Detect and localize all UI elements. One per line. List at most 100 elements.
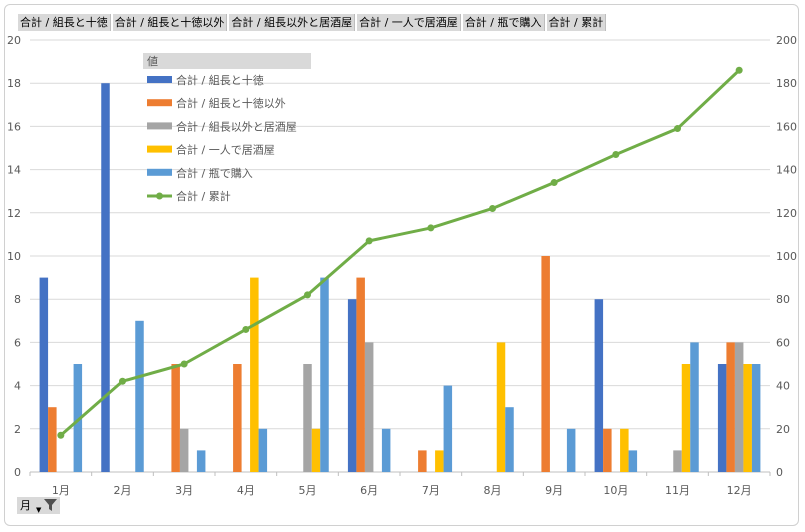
- legend-entry-label: 合計 / 一人で居酒屋: [176, 143, 275, 157]
- y-right-tick-label: 20: [776, 423, 790, 436]
- bar: [320, 277, 329, 472]
- y-right-tick-label: 0: [776, 466, 783, 479]
- legend-entry-label: 合計 / 累計: [176, 189, 231, 203]
- y-axis-left: 0 2 4 6 8 10 12 14 16 18 20: [7, 34, 21, 479]
- x-tick-label: 4月: [237, 484, 255, 497]
- field-button-kumicho-jittoku-igai[interactable]: 合計 / 組長と十徳以外: [112, 14, 228, 31]
- bar: [303, 364, 312, 472]
- bar: [381, 428, 391, 472]
- y-right-tick-label: 40: [776, 380, 790, 393]
- bar: [364, 342, 374, 472]
- x-tick-label: 3月: [175, 484, 193, 497]
- field-button-hitori-izakaya[interactable]: 合計 / 一人で居酒屋: [357, 14, 461, 31]
- line-point: [674, 125, 681, 133]
- bar: [743, 364, 752, 472]
- legend-title: 値: [147, 55, 158, 68]
- line-point: [489, 204, 496, 212]
- y-right-tick-label: 100: [776, 250, 797, 263]
- bar: [496, 342, 506, 472]
- x-tick-label: 2月: [114, 484, 132, 497]
- dropdown-arrow-icon: ▼: [36, 506, 42, 514]
- line-point: [57, 431, 65, 439]
- legend-entry-label: 合計 / 組長と十徳以外: [176, 96, 286, 110]
- x-axis: 1月 2月 3月 4月 5月 6月 7月 8月 9月 10月 11月 12月: [29, 472, 771, 497]
- line-point: [612, 150, 620, 158]
- bar: [39, 277, 49, 472]
- bar: [179, 428, 189, 472]
- y-right-tick-label: 140: [776, 164, 797, 177]
- bar: [594, 299, 604, 472]
- bar: [603, 428, 612, 472]
- x-tick-label: 5月: [299, 484, 317, 497]
- bar: [233, 364, 242, 472]
- legend-swatch: [147, 76, 172, 83]
- bar: [681, 364, 691, 472]
- line-point: [242, 325, 250, 333]
- bar: [751, 364, 761, 472]
- y-right-tick-label: 180: [776, 77, 797, 90]
- y-left-tick-label: 10: [7, 250, 21, 263]
- field-button-kumicho-igai-izakaya[interactable]: 合計 / 組長以外と居酒屋: [229, 14, 356, 31]
- y-left-tick-label: 16: [7, 120, 21, 133]
- bar: [135, 320, 144, 472]
- bar: [258, 428, 268, 472]
- axis-field-label: 月: [20, 499, 31, 512]
- x-tick-label: 11月: [665, 484, 690, 497]
- bar: [673, 450, 682, 472]
- field-button-kumicho-jittoku[interactable]: 合計 / 組長と十徳: [18, 14, 111, 31]
- line-point: [304, 291, 311, 299]
- legend-title-bar: [143, 53, 311, 69]
- month-axis-field-button[interactable]: 月 ▼: [17, 497, 60, 514]
- bar: [73, 364, 83, 472]
- line-point: [119, 377, 126, 385]
- legend-swatch: [147, 145, 172, 153]
- line-point: [180, 360, 188, 368]
- bar: [690, 342, 699, 472]
- bar: [734, 342, 744, 472]
- y-left-tick-label: 6: [14, 336, 21, 349]
- line-point: [365, 237, 373, 245]
- value-field-buttons: 合計 / 組長と十徳 合計 / 組長と十徳以外 合計 / 組長以外と居酒屋 合計…: [18, 14, 607, 31]
- field-button-ruikei[interactable]: 合計 / 累計: [546, 14, 607, 31]
- bar: [443, 385, 453, 472]
- field-button-bin-konyu[interactable]: 合計 / 瓶で購入: [462, 14, 545, 31]
- x-tick-label: 10月: [603, 484, 628, 497]
- y-right-tick-label: 120: [776, 207, 797, 220]
- line-point: [427, 224, 435, 232]
- line-point: [735, 66, 743, 74]
- bar: [171, 364, 180, 472]
- bar-series: [39, 83, 761, 472]
- x-tick-label: 9月: [545, 484, 563, 497]
- y-left-tick-label: 2: [14, 423, 21, 436]
- y-right-tick-label: 200: [776, 34, 797, 47]
- y-left-tick-label: 0: [14, 466, 21, 479]
- y-left-tick-label: 14: [7, 164, 21, 177]
- bar: [726, 342, 735, 472]
- y-left-tick-label: 12: [7, 207, 21, 220]
- x-tick-label: 1月: [52, 484, 70, 497]
- y-left-tick-label: 8: [14, 293, 21, 306]
- legend-swatch: [147, 122, 172, 130]
- bar: [717, 364, 727, 472]
- bar: [435, 450, 444, 472]
- legend-swatch: [147, 99, 172, 107]
- cumulative-line: [59, 69, 741, 437]
- y-right-tick-label: 60: [776, 336, 790, 349]
- bar: [250, 277, 259, 472]
- bar: [418, 450, 427, 472]
- bar: [356, 277, 365, 472]
- bar: [196, 450, 206, 472]
- legend-entry-label: 合計 / 組長以外と居酒屋: [176, 119, 297, 133]
- bar: [628, 450, 638, 472]
- bar: [505, 407, 514, 472]
- filter-funnel-icon: [44, 499, 57, 511]
- y-axis-right: 0 20 40 60 80 100 120 140 160 180 200: [776, 34, 797, 479]
- y-left-tick-label: 20: [7, 34, 21, 47]
- legend-entry-label: 合計 / 瓶で購入: [176, 166, 253, 180]
- bar: [566, 428, 576, 472]
- legend-marker: [156, 192, 163, 200]
- bar: [620, 428, 629, 472]
- x-tick-label: 12月: [727, 484, 752, 497]
